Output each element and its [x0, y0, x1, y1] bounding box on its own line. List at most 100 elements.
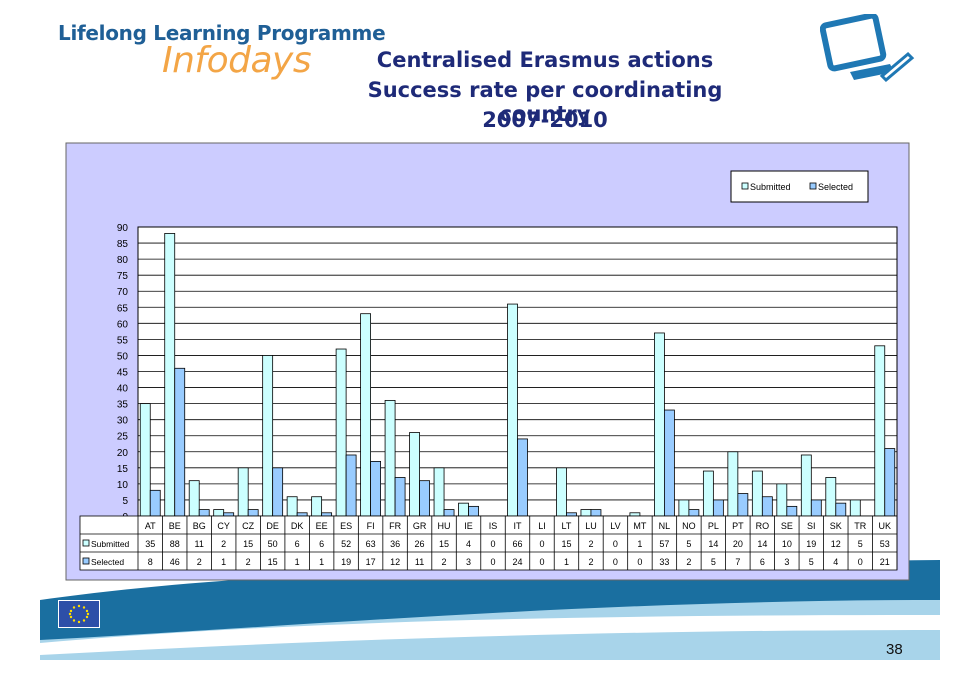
y-tick-label: 35	[117, 400, 129, 411]
bar-selected	[884, 448, 896, 517]
x-tick-label: PL	[708, 521, 719, 531]
page-number: 38	[886, 641, 903, 658]
x-tick-label: BE	[169, 521, 181, 531]
y-tick-label: 20	[117, 448, 129, 459]
bar-selected	[296, 512, 308, 517]
data-label: 0	[613, 557, 618, 567]
bar-selected	[223, 512, 235, 517]
bar-submitted	[580, 509, 592, 517]
x-tick-label: RO	[756, 521, 770, 531]
legend-swatch-selected	[809, 182, 817, 190]
y-tick-label: 90	[117, 223, 129, 234]
bar-selected	[247, 509, 259, 517]
bar-submitted	[654, 332, 665, 517]
y-tick-label: 10	[117, 480, 129, 491]
slide-title-line3: 2007-2010	[482, 108, 608, 132]
x-tick-label: TR	[854, 521, 866, 531]
bar-submitted	[384, 399, 396, 517]
x-tick-label: LI	[538, 521, 546, 531]
data-label: 15	[561, 539, 571, 549]
data-label: 21	[880, 557, 890, 567]
computer-monitor-icon	[820, 14, 915, 83]
data-label: 15	[268, 557, 278, 567]
bar-submitted	[458, 502, 469, 517]
legend-label-submitted: Submitted	[750, 182, 791, 192]
wave-white	[40, 615, 940, 655]
bar-selected	[370, 461, 381, 517]
x-tick-label: SI	[807, 521, 816, 531]
x-tick-label: DK	[291, 521, 304, 531]
data-label: 2	[588, 557, 593, 567]
bar-selected	[737, 493, 749, 517]
slide-title-line1: Centralised Erasmus actions	[376, 48, 714, 72]
x-tick-label: IT	[514, 521, 523, 531]
bar-submitted	[507, 303, 518, 517]
x-tick-label: EE	[316, 521, 328, 531]
data-label: 0	[491, 557, 496, 567]
y-tick-label: 55	[117, 335, 129, 346]
bar-selected	[517, 438, 528, 517]
x-tick-label: UK	[879, 521, 892, 531]
data-label: 0	[637, 557, 642, 567]
data-label: 1	[319, 557, 324, 567]
x-tick-label: ES	[340, 521, 352, 531]
x-tick-label: IE	[464, 521, 473, 531]
x-tick-label: HU	[438, 521, 451, 531]
data-label: 5	[686, 539, 691, 549]
data-label: 2	[442, 557, 447, 567]
bar-submitted	[409, 432, 420, 517]
data-label: 8	[148, 557, 153, 567]
y-tick-label: 60	[117, 319, 129, 330]
bar-selected	[198, 509, 210, 517]
x-tick-label: CY	[217, 521, 230, 531]
bar-submitted	[237, 467, 249, 517]
bar-submitted	[702, 470, 714, 517]
data-label: 2	[686, 557, 691, 567]
bar-selected	[419, 480, 430, 517]
bar-selected	[174, 367, 186, 517]
bar-submitted	[286, 496, 298, 517]
bar-submitted	[776, 483, 788, 517]
data-label: 3	[466, 557, 471, 567]
bar-submitted	[727, 451, 739, 517]
y-tick-label: 15	[117, 464, 129, 475]
bar-submitted	[800, 454, 812, 517]
bar-submitted	[164, 233, 176, 517]
data-label: 2	[221, 539, 226, 549]
y-tick-label: 85	[117, 239, 129, 250]
x-tick-label: SK	[830, 521, 842, 531]
x-tick-label: LT	[562, 521, 572, 531]
data-label: 53	[880, 539, 890, 549]
x-tick-label: LV	[610, 521, 620, 531]
bar-submitted	[629, 512, 641, 517]
bar-selected	[272, 467, 284, 517]
data-label: 15	[439, 539, 449, 549]
data-label: 14	[757, 539, 767, 549]
x-tick-label: LU	[585, 521, 597, 531]
bar-selected	[443, 509, 455, 517]
legend-swatch-submitted	[741, 182, 749, 190]
bar-submitted	[335, 348, 347, 517]
x-tick-label: BG	[193, 521, 206, 531]
bar-submitted	[139, 403, 151, 517]
data-label: 88	[170, 539, 180, 549]
data-label: 36	[390, 539, 400, 549]
bar-submitted	[849, 499, 861, 517]
data-label: 7	[735, 557, 740, 567]
bar-selected	[394, 477, 406, 517]
y-tick-label: 80	[117, 255, 129, 266]
bar-submitted	[874, 345, 886, 517]
bar-submitted	[262, 355, 274, 517]
table-swatch	[82, 557, 90, 565]
data-label: 19	[341, 557, 351, 567]
x-tick-label: NO	[682, 521, 696, 531]
data-label: 0	[858, 557, 863, 567]
y-tick-label: 65	[117, 303, 129, 314]
x-tick-label: CZ	[242, 521, 254, 531]
x-tick-label: PT	[732, 521, 744, 531]
data-label: 11	[195, 539, 204, 549]
bar-submitted	[360, 313, 371, 517]
bar-selected	[835, 502, 847, 517]
x-tick-label: FR	[389, 521, 401, 531]
